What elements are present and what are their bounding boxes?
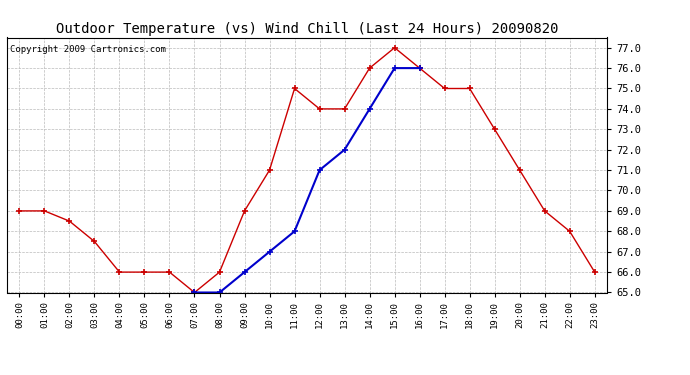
- Title: Outdoor Temperature (vs) Wind Chill (Last 24 Hours) 20090820: Outdoor Temperature (vs) Wind Chill (Las…: [56, 22, 558, 36]
- Text: Copyright 2009 Cartronics.com: Copyright 2009 Cartronics.com: [10, 45, 166, 54]
